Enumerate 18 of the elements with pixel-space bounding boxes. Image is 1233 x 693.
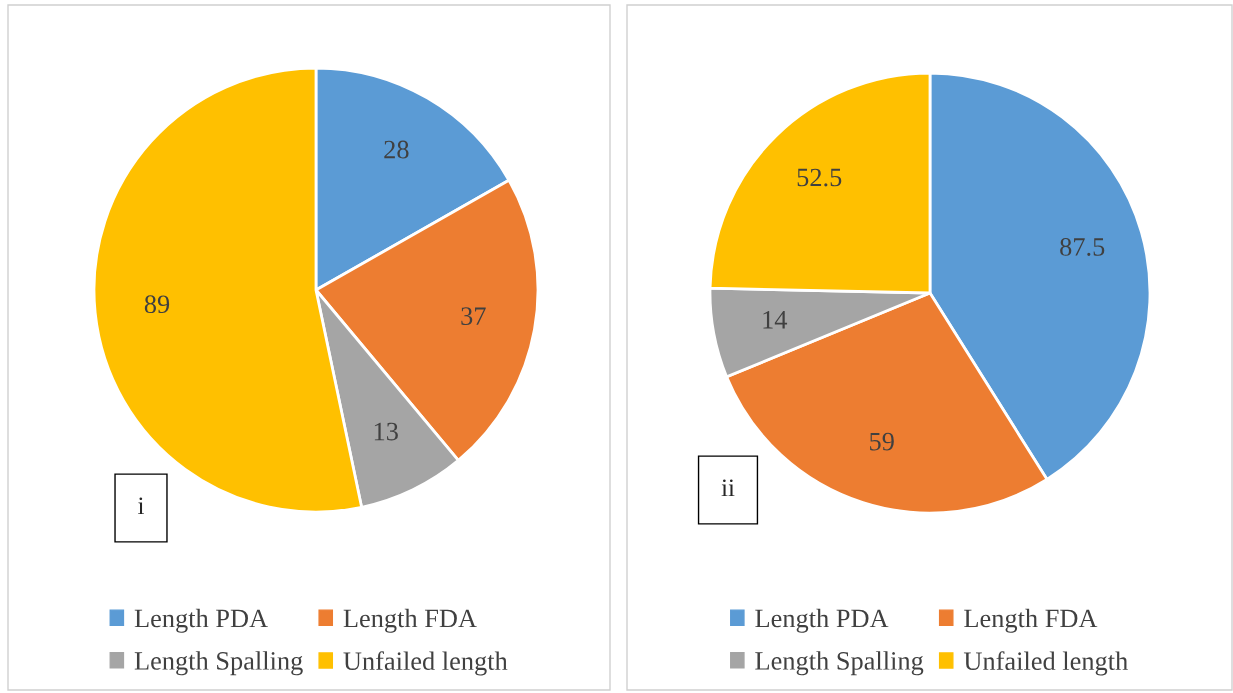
data-label: 28 [384, 140, 409, 159]
data-label: 14 [763, 310, 788, 329]
data-label: 59 [870, 432, 894, 451]
legend-label: Length FDA [964, 608, 1098, 633]
legend-label: Length PDA [134, 608, 268, 633]
text: ii [721, 479, 735, 497]
legend-label: Length PDA [755, 608, 889, 633]
data-label: 52.5 [797, 168, 842, 187]
legend-label: Length FDA [343, 608, 477, 633]
data-label: 13 [374, 422, 398, 441]
data-label: 37 [461, 307, 486, 326]
legend-label: Length Spalling [755, 651, 924, 676]
legend-label: Length Spalling [134, 651, 303, 676]
legend-label: Unfailed length [963, 651, 1128, 676]
data-label: 87.5 [1060, 237, 1105, 256]
legend-label: Unfailed length [343, 651, 508, 676]
data-label: 89 [144, 295, 170, 314]
text: i [138, 497, 144, 515]
